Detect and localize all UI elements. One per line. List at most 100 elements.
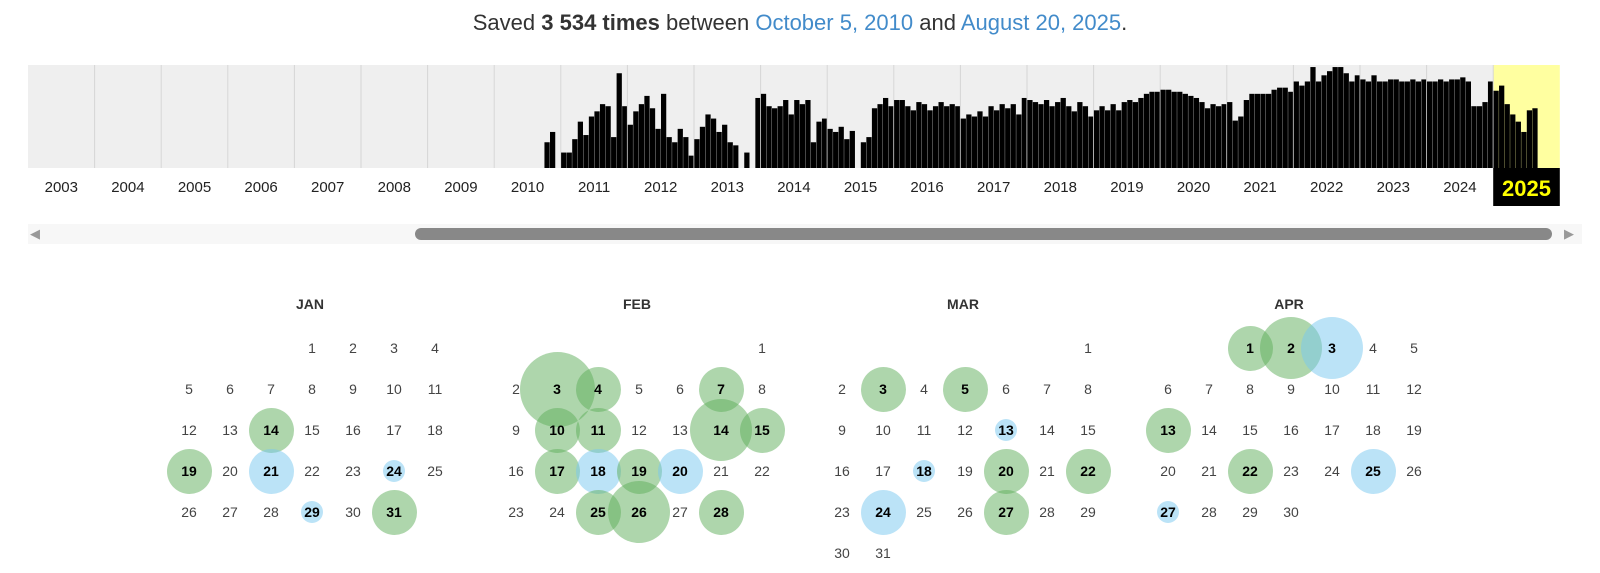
month-bar[interactable] bbox=[1449, 79, 1455, 168]
month-bar[interactable] bbox=[1227, 102, 1233, 168]
month-bar[interactable] bbox=[1177, 91, 1183, 168]
capture-bubble[interactable] bbox=[1145, 407, 1191, 453]
month-bar[interactable] bbox=[1293, 81, 1299, 168]
month-bar[interactable] bbox=[1221, 104, 1227, 168]
month-bar[interactable] bbox=[1393, 79, 1399, 168]
capture-day[interactable]: 14 bbox=[263, 422, 279, 438]
month-bar[interactable] bbox=[899, 100, 905, 168]
year-label-2018[interactable]: 2018 bbox=[1044, 179, 1077, 196]
capture-bubble[interactable] bbox=[575, 366, 621, 412]
month-bar[interactable] bbox=[938, 102, 944, 168]
month-bar[interactable] bbox=[577, 121, 583, 168]
month-bar[interactable] bbox=[1454, 79, 1460, 168]
year-label-2006[interactable]: 2006 bbox=[244, 179, 277, 196]
month-bar[interactable] bbox=[766, 106, 772, 168]
month-bar[interactable] bbox=[1299, 85, 1305, 168]
capture-day[interactable]: 25 bbox=[1365, 463, 1381, 479]
capture-bubble[interactable] bbox=[913, 460, 935, 482]
capture-bubble[interactable] bbox=[657, 448, 703, 494]
month-bar[interactable] bbox=[611, 137, 617, 168]
month-bar[interactable] bbox=[799, 104, 805, 168]
month-bar[interactable] bbox=[1088, 116, 1094, 169]
capture-bubble[interactable] bbox=[1227, 448, 1273, 494]
month-bar[interactable] bbox=[561, 152, 567, 168]
month-bar[interactable] bbox=[694, 139, 700, 168]
month-bar[interactable] bbox=[1521, 131, 1527, 168]
month-bar[interactable] bbox=[1216, 106, 1222, 168]
capture-day[interactable]: 5 bbox=[961, 381, 969, 397]
capture-day[interactable]: 22 bbox=[1242, 463, 1258, 479]
month-bar[interactable] bbox=[1526, 110, 1533, 168]
capture-timeline[interactable]: 2003 2004 2005 2006 2007 2008 2009 2010 2011 2012… bbox=[28, 65, 1582, 233]
month-bar[interactable] bbox=[1010, 104, 1016, 168]
month-bar[interactable] bbox=[1016, 114, 1022, 168]
capture-day[interactable]: 18 bbox=[590, 463, 606, 479]
month-bar[interactable] bbox=[783, 100, 789, 168]
year-label-2021[interactable]: 2021 bbox=[1243, 179, 1276, 196]
month-bar[interactable] bbox=[1105, 110, 1111, 168]
month-bar[interactable] bbox=[755, 97, 761, 168]
capture-bubble[interactable] bbox=[371, 489, 417, 535]
year-label-2004[interactable]: 2004 bbox=[111, 179, 144, 196]
month-bar[interactable] bbox=[1304, 81, 1311, 168]
month-bar[interactable] bbox=[1465, 81, 1471, 168]
month-bar[interactable] bbox=[1099, 106, 1105, 168]
month-bar[interactable] bbox=[1415, 81, 1422, 168]
month-bar[interactable] bbox=[1332, 67, 1338, 168]
capture-day[interactable]: 3 bbox=[1328, 340, 1336, 356]
capture-day[interactable]: 13 bbox=[1160, 422, 1176, 438]
capture-day[interactable]: 14 bbox=[713, 422, 729, 438]
capture-bubble[interactable] bbox=[383, 460, 405, 482]
capture-day[interactable]: 3 bbox=[553, 381, 561, 397]
month-bar[interactable] bbox=[666, 137, 672, 168]
month-bar[interactable] bbox=[566, 152, 572, 168]
month-bar[interactable] bbox=[1210, 104, 1216, 168]
capture-day[interactable]: 22 bbox=[1080, 463, 1096, 479]
month-bar[interactable] bbox=[1371, 75, 1377, 168]
capture-day[interactable]: 10 bbox=[549, 422, 565, 438]
year-label-2025[interactable]: 2025 bbox=[1502, 176, 1551, 201]
month-bar[interactable] bbox=[699, 126, 706, 168]
capture-bubble[interactable] bbox=[534, 448, 580, 494]
month-bar[interactable] bbox=[971, 116, 978, 169]
capture-day[interactable]: 3 bbox=[879, 381, 887, 397]
capture-bubble[interactable] bbox=[534, 407, 580, 453]
month-bar[interactable] bbox=[1482, 102, 1488, 168]
capture-bubble[interactable] bbox=[248, 448, 294, 494]
month-bar[interactable] bbox=[894, 100, 900, 168]
month-bar[interactable] bbox=[821, 118, 828, 168]
capture-day[interactable]: 24 bbox=[875, 504, 891, 520]
month-bar[interactable] bbox=[672, 142, 678, 168]
selected-year-box[interactable] bbox=[1493, 168, 1560, 206]
capture-day[interactable]: 29 bbox=[304, 504, 320, 520]
month-bar[interactable] bbox=[877, 104, 883, 168]
month-bar[interactable] bbox=[1027, 100, 1033, 168]
capture-day[interactable]: 19 bbox=[181, 463, 197, 479]
capture-day[interactable]: 7 bbox=[717, 381, 725, 397]
year-label-2017[interactable]: 2017 bbox=[977, 179, 1010, 196]
month-bar[interactable] bbox=[1238, 116, 1244, 169]
capture-bubble[interactable] bbox=[1301, 317, 1363, 379]
capture-day[interactable]: 24 bbox=[386, 463, 402, 479]
scroll-right-arrow-icon[interactable]: ▶ bbox=[1564, 226, 1574, 241]
month-bar[interactable] bbox=[1110, 104, 1116, 168]
month-bar[interactable] bbox=[1438, 79, 1444, 168]
month-bar[interactable] bbox=[1032, 102, 1039, 168]
capture-bubble[interactable] bbox=[1065, 448, 1111, 494]
month-bar[interactable] bbox=[1399, 81, 1405, 168]
capture-bubble[interactable] bbox=[1350, 448, 1396, 494]
month-bar[interactable] bbox=[777, 106, 783, 168]
month-bar[interactable] bbox=[627, 124, 633, 168]
month-bar[interactable] bbox=[733, 145, 739, 168]
month-bar[interactable] bbox=[1360, 79, 1366, 168]
month-bar[interactable] bbox=[883, 97, 889, 168]
month-bar[interactable] bbox=[1077, 102, 1083, 168]
month-bar[interactable] bbox=[955, 106, 961, 168]
month-bar[interactable] bbox=[1504, 104, 1510, 168]
month-bar[interactable] bbox=[860, 142, 867, 168]
month-bar[interactable] bbox=[1132, 102, 1138, 168]
month-bar[interactable] bbox=[1421, 79, 1427, 168]
year-label-2023[interactable]: 2023 bbox=[1377, 179, 1410, 196]
capture-day[interactable]: 21 bbox=[263, 463, 279, 479]
month-bar[interactable] bbox=[794, 100, 800, 168]
